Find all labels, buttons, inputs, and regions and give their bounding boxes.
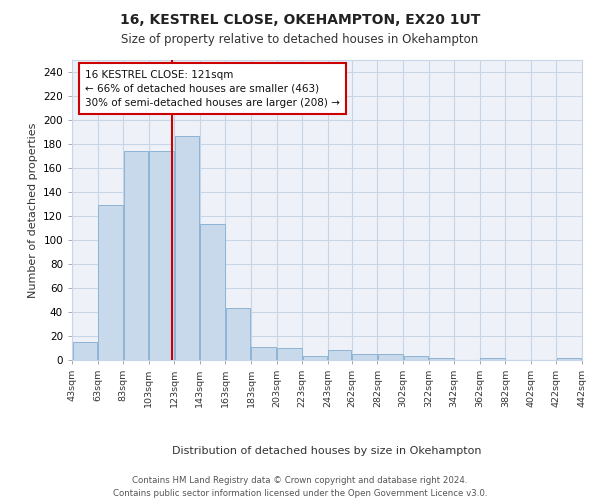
Bar	[557, 358, 581, 360]
Bar	[429, 358, 454, 360]
Text: Contains HM Land Registry data © Crown copyright and database right 2024.
Contai: Contains HM Land Registry data © Crown c…	[113, 476, 487, 498]
Bar	[226, 308, 250, 360]
Bar	[352, 354, 377, 360]
Bar	[480, 358, 505, 360]
Bar	[124, 151, 148, 360]
Text: Size of property relative to detached houses in Okehampton: Size of property relative to detached ho…	[121, 32, 479, 46]
Bar	[149, 151, 174, 360]
Bar	[73, 342, 97, 360]
Bar	[277, 348, 302, 360]
Bar	[302, 356, 327, 360]
Bar	[251, 347, 276, 360]
Text: 16, KESTREL CLOSE, OKEHAMPTON, EX20 1UT: 16, KESTREL CLOSE, OKEHAMPTON, EX20 1UT	[120, 12, 480, 26]
Y-axis label: Number of detached properties: Number of detached properties	[28, 122, 38, 298]
Text: 16 KESTREL CLOSE: 121sqm
← 66% of detached houses are smaller (463)
30% of semi-: 16 KESTREL CLOSE: 121sqm ← 66% of detach…	[85, 70, 340, 108]
Bar	[328, 350, 352, 360]
Bar	[98, 205, 122, 360]
Bar	[175, 136, 199, 360]
Bar	[200, 224, 225, 360]
X-axis label: Distribution of detached houses by size in Okehampton: Distribution of detached houses by size …	[172, 446, 482, 456]
Bar	[404, 356, 428, 360]
Bar	[378, 354, 403, 360]
